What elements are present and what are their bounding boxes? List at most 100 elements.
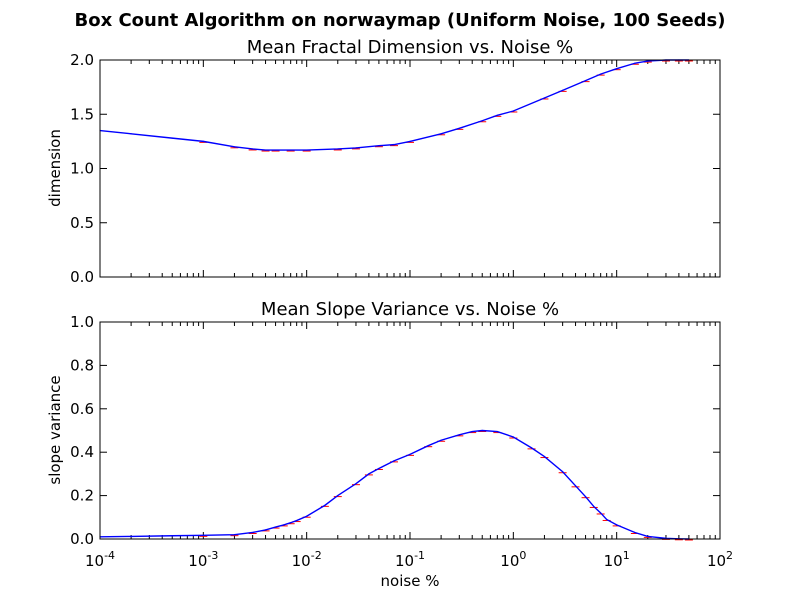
data-point	[355, 147, 357, 149]
data-point	[471, 430, 473, 433]
x-tick-label: 10-1	[395, 549, 425, 570]
data-point	[306, 515, 308, 517]
data-point	[296, 519, 298, 522]
data-point	[584, 496, 587, 498]
axes-frame-slope-variance	[99, 321, 721, 540]
data-point	[543, 455, 546, 458]
data-point	[306, 149, 308, 151]
axes-frame-dimension	[99, 59, 721, 278]
x-tick-label-base: 10	[188, 552, 207, 570]
x-tick-label-exponent: 2	[726, 549, 733, 562]
x-tick-label: 100	[500, 549, 526, 570]
data-point	[324, 504, 326, 506]
data-point	[606, 518, 608, 521]
data-point	[409, 453, 411, 455]
x-tick-label-exponent: 1	[623, 549, 630, 562]
x-tick-label: 101	[604, 549, 630, 570]
mean-line	[99, 59, 689, 151]
x-tick-label-base: 10	[707, 552, 726, 570]
y-tick-label: 1.0	[70, 160, 94, 178]
mean-line	[99, 429, 689, 540]
data-point	[562, 89, 564, 91]
data-point	[458, 127, 460, 129]
data-point	[616, 524, 618, 526]
data-point	[647, 60, 649, 62]
data-point	[647, 535, 649, 537]
x-tick-label: 10-2	[292, 549, 322, 570]
ylabel-dimension: dimension	[46, 129, 64, 207]
data-point	[458, 434, 460, 436]
y-tick-label: 0.2	[70, 487, 94, 505]
x-tick-label-exponent: -1	[414, 549, 425, 562]
data-point	[130, 535, 132, 537]
data-point	[171, 137, 173, 139]
data-point	[130, 133, 132, 135]
x-tick-label-exponent: 0	[519, 549, 526, 562]
subplot-dimension: Mean Fractal Dimension vs. Noise % dimen…	[46, 37, 721, 286]
ticks-dimension: 0.0 0.5 1.0 1.5 2.0	[70, 51, 721, 286]
data-point	[378, 467, 380, 470]
x-tick-label-exponent: -4	[104, 549, 115, 562]
data-point	[264, 529, 267, 531]
data-point	[440, 133, 442, 135]
y-tick-label: 1.0	[70, 313, 94, 331]
y-tick-label: 0.5	[70, 214, 94, 232]
data-point	[290, 522, 292, 524]
data-point	[427, 445, 429, 447]
y-tick-label: 2.0	[70, 51, 94, 69]
data-point	[634, 62, 636, 64]
data-point	[274, 526, 277, 528]
x-tick-labels: 10-4 10-3 10-2 10-1 100 101 102	[85, 549, 733, 570]
data-point	[393, 144, 395, 146]
data-point	[171, 535, 173, 537]
ticks-slope-variance: 0.0 0.2 0.4 0.6 0.8 1.0	[70, 313, 721, 548]
y-tick-label: 0.0	[70, 530, 94, 548]
subplot-slope-variance: Mean Slope Variance vs. Noise % slope va…	[46, 299, 721, 548]
data-point	[368, 473, 370, 475]
data-point	[202, 534, 204, 536]
data-point	[355, 483, 357, 485]
x-tick-label-exponent: -2	[311, 549, 322, 562]
data-point	[252, 148, 254, 150]
data-point	[337, 495, 339, 497]
data-point	[274, 149, 277, 151]
series-slope-variance	[99, 429, 693, 541]
data-point	[337, 148, 339, 150]
y-tick-label: 0.8	[70, 356, 94, 374]
x-axis-label: noise %	[381, 572, 440, 590]
x-tick-label: 102	[707, 549, 733, 570]
data-point	[378, 145, 380, 147]
data-point	[233, 534, 236, 536]
data-point	[600, 73, 602, 75]
x-tick-label-base: 10	[292, 552, 311, 570]
data-point	[202, 140, 204, 142]
data-point	[584, 80, 587, 82]
data-point	[543, 97, 546, 99]
data-point	[283, 524, 285, 526]
data-point	[481, 120, 483, 122]
x-tick-label-base: 10	[395, 552, 414, 570]
data-point	[264, 149, 267, 151]
data-point	[574, 485, 577, 487]
x-tick-label-exponent: -3	[207, 549, 218, 562]
data-point	[481, 429, 483, 432]
data-point	[496, 114, 498, 116]
data-point	[634, 531, 636, 534]
data-point	[440, 439, 442, 441]
data-point	[496, 430, 498, 433]
series-dimension	[99, 59, 693, 152]
y-tick-label: 1.5	[70, 105, 94, 123]
x-tick-label-base: 10	[85, 552, 104, 570]
data-point	[409, 140, 411, 142]
subplot-title-dimension: Mean Fractal Dimension vs. Noise %	[247, 37, 574, 58]
data-point	[512, 110, 514, 112]
data-point	[530, 447, 533, 449]
data-point	[562, 471, 564, 473]
subplot-title-slope-variance: Mean Slope Variance vs. Noise %	[261, 299, 559, 320]
y-tick-label: 0.0	[70, 268, 94, 286]
data-point	[600, 512, 602, 514]
y-tick-label: 0.4	[70, 443, 94, 461]
data-point	[233, 146, 236, 148]
x-tick-label: 10-4	[85, 549, 115, 570]
